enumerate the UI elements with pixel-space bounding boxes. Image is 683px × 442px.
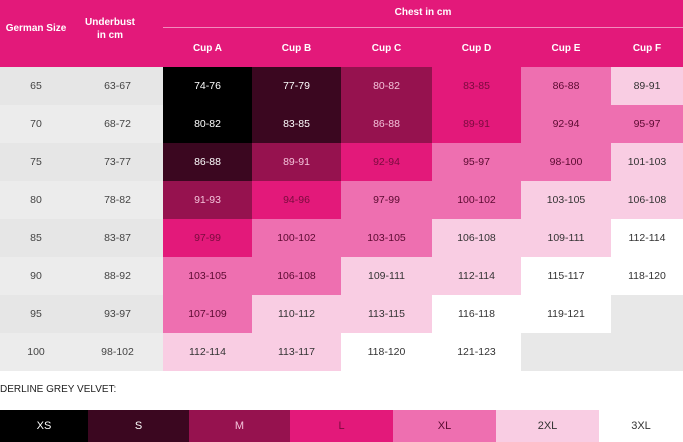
chest-cell: 86-88 [521,67,611,105]
chest-cell: 100-102 [432,181,521,219]
chest-cell: 109-111 [521,219,611,257]
chest-cell: 95-97 [432,143,521,181]
cup-heading: Cup F [632,43,662,54]
chest-cell: 95-97 [611,105,683,143]
cup-heading: Cup E [551,43,581,54]
legend-title: DERLINE GREY VELVET: [0,384,117,395]
chest-cell: 113-117 [252,333,341,371]
table-row: 70 68-72 80-82 83-85 86-88 89-91 92-94 95-97 [0,105,683,143]
underbust-cell: 83-87 [72,219,163,257]
cup-heading: Cup B [281,43,312,54]
chest-cell: 103-105 [521,181,611,219]
table-row: 90 88-92 103-105 106-108 109-111 112-114 115-1… [0,257,683,295]
cup-heading: Cup D [461,43,492,54]
chest-cell: 101-103 [611,143,683,181]
cup-heading: Cup A [192,43,223,54]
legend-swatch: L [290,410,393,442]
chest-cell: 86-88 [163,143,252,181]
chest-cell: 118-120 [611,257,683,295]
underbust-cell: 73-77 [72,143,163,181]
german-size-cell: 65 [0,67,72,105]
underbust-cell: 98-102 [72,333,163,371]
chest-cell: 115-117 [521,257,611,295]
chest-cell [611,295,683,333]
chest-cell: 119-121 [521,295,611,333]
german-size-cell: 80 [0,181,72,219]
chest-cell: 121-123 [432,333,521,371]
underbust-cell: 93-97 [72,295,163,333]
chest-cell: 89-91 [611,67,683,105]
chest-cell [521,333,611,371]
legend-swatch: XL [393,410,496,442]
table-row: 80 78-82 91-93 94-96 97-99 100-102 103-105 106-… [0,181,683,219]
chest-cell: 77-79 [252,67,341,105]
chest-cell: 89-91 [432,105,521,143]
underbust-heading: Underbust in cm [85,17,135,41]
german-size-cell: 90 [0,257,72,295]
table-row: 75 73-77 86-88 89-91 92-94 95-97 98-100 101-103 [0,143,683,181]
chest-cell: 86-88 [341,105,432,143]
chest-cell: 100-102 [252,219,341,257]
chest-cell: 98-100 [521,143,611,181]
german-size-cell: 85 [0,219,72,257]
chest-heading: Chest in cm [394,7,452,18]
chest-cell: 89-91 [252,143,341,181]
chest-cell: 80-82 [163,105,252,143]
chest-cell: 103-105 [163,257,252,295]
legend-swatch: 3XL [599,410,683,442]
chest-cell: 112-114 [432,257,521,295]
size-legend: XS S M L XL 2XL 3XL [0,410,683,442]
legend-swatch: M [189,410,290,442]
chest-cell: 118-120 [341,333,432,371]
chest-cell: 103-105 [341,219,432,257]
chest-cell: 112-114 [611,219,683,257]
chest-cell: 110-112 [252,295,341,333]
chest-cell: 83-85 [432,67,521,105]
chest-cell: 92-94 [341,143,432,181]
table-row: 85 83-87 97-99 100-102 103-105 106-108 109-111… [0,219,683,257]
underbust-cell: 78-82 [72,181,163,219]
chest-cell: 80-82 [341,67,432,105]
header-divider [163,27,683,28]
legend-swatch: S [88,410,189,442]
chest-cell [611,333,683,371]
underbust-cell: 88-92 [72,257,163,295]
chest-cell: 107-109 [163,295,252,333]
chest-cell: 109-111 [341,257,432,295]
table-header: German Size Underbust in cm Chest in cm … [0,0,683,67]
chest-cell: 97-99 [163,219,252,257]
german-size-heading: German Size [5,23,67,34]
chest-cell: 83-85 [252,105,341,143]
chest-cell: 116-118 [432,295,521,333]
cup-heading: Cup C [371,43,402,54]
legend-swatch: XS [0,410,88,442]
chest-cell: 74-76 [163,67,252,105]
chest-cell: 94-96 [252,181,341,219]
underbust-cell: 68-72 [72,105,163,143]
german-size-cell: 100 [0,333,72,371]
german-size-cell: 75 [0,143,72,181]
chest-cell: 91-93 [163,181,252,219]
chest-cell: 106-108 [432,219,521,257]
legend-swatch: 2XL [496,410,599,442]
chest-cell: 113-115 [341,295,432,333]
chest-cell: 106-108 [611,181,683,219]
chest-cell: 106-108 [252,257,341,295]
underbust-cell: 63-67 [72,67,163,105]
chest-cell: 112-114 [163,333,252,371]
table-row: 65 63-67 74-76 77-79 80-82 83-85 86-88 89-91 [0,67,683,105]
german-size-cell: 95 [0,295,72,333]
chest-cell: 92-94 [521,105,611,143]
chest-cell: 97-99 [341,181,432,219]
table-row: 100 98-102 112-114 113-117 118-120 121-123 [0,333,683,371]
table-row: 95 93-97 107-109 110-112 113-115 116-118 119-1… [0,295,683,333]
german-size-cell: 70 [0,105,72,143]
